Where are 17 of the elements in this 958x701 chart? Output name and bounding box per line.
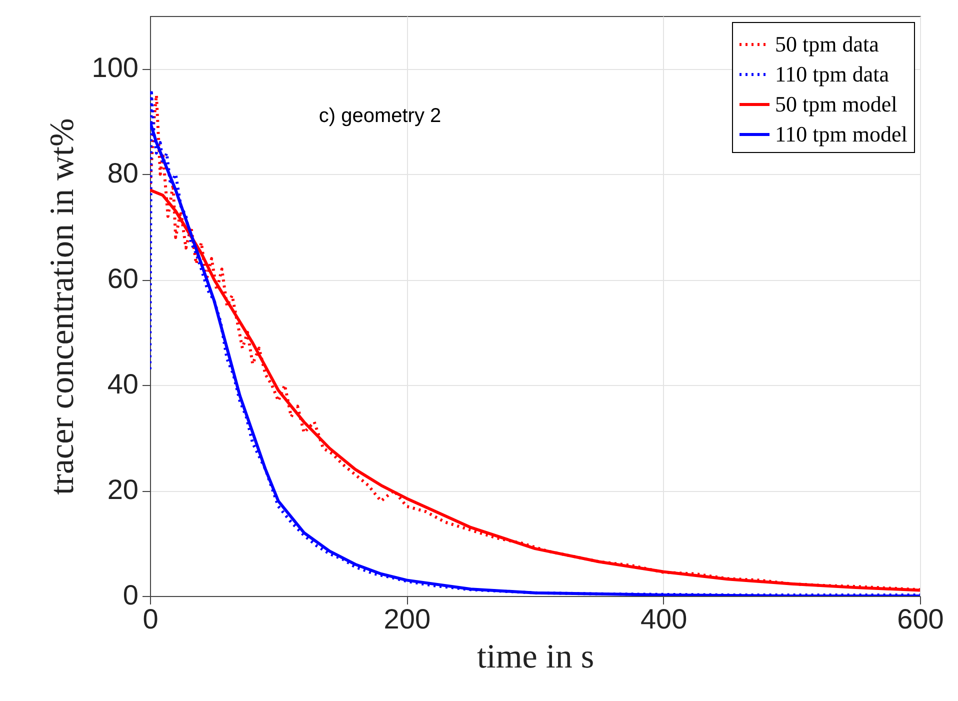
y-tick-label: 20: [107, 474, 138, 506]
y-tick-label: 0: [122, 580, 138, 610]
legend-label: 50 tpm model: [775, 92, 898, 116]
x-axis-title: time in s: [476, 638, 594, 676]
legend-label: 110 tpm model: [775, 122, 908, 146]
y-tick-label: 80: [107, 158, 138, 189]
x-tick-label: 0: [142, 604, 158, 634]
y-tick-label: 60: [107, 263, 138, 294]
annotation: c) geometry 2: [318, 105, 442, 127]
y-axis-title: tracer concentration in wt%: [44, 118, 81, 495]
y-tick-label: 40: [107, 368, 138, 400]
x-tick-label: 200: [384, 604, 431, 634]
x-tick-label: 600: [897, 604, 944, 634]
legend-label: 110 tpm data: [775, 62, 890, 86]
legend-label: 50 tpm data: [775, 32, 880, 56]
y-tick-label: 100: [92, 52, 138, 84]
x-tick-label: 400: [640, 604, 688, 634]
